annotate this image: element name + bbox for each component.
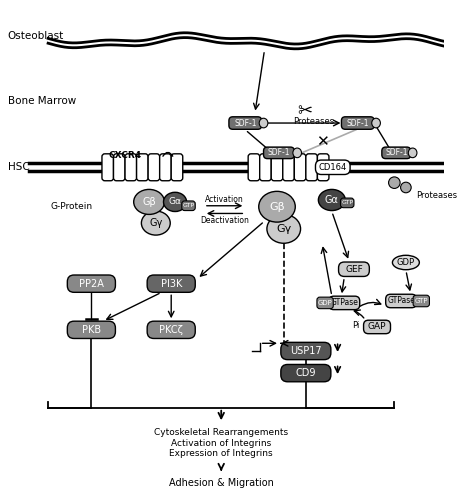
Text: Deactivation: Deactivation	[200, 216, 249, 224]
FancyBboxPatch shape	[281, 342, 331, 359]
Text: GTPase: GTPase	[387, 296, 415, 306]
Ellipse shape	[372, 118, 380, 128]
Ellipse shape	[318, 190, 345, 210]
Text: Gα: Gα	[325, 195, 339, 205]
FancyBboxPatch shape	[137, 154, 148, 180]
FancyBboxPatch shape	[386, 294, 416, 308]
FancyBboxPatch shape	[316, 160, 350, 174]
Text: Activation: Activation	[205, 194, 244, 203]
Text: Bone Marrow: Bone Marrow	[8, 96, 76, 106]
Ellipse shape	[267, 214, 301, 244]
Text: Proteases: Proteases	[416, 190, 457, 200]
FancyBboxPatch shape	[281, 364, 331, 382]
Text: Cytoskeletal Rearrangements: Cytoskeletal Rearrangements	[154, 428, 288, 437]
FancyBboxPatch shape	[102, 154, 114, 180]
FancyBboxPatch shape	[148, 154, 160, 180]
Ellipse shape	[392, 256, 419, 270]
Text: Pi: Pi	[352, 320, 359, 330]
Text: GTPase: GTPase	[330, 298, 358, 308]
FancyBboxPatch shape	[271, 154, 283, 180]
FancyBboxPatch shape	[67, 275, 116, 292]
Text: CD164: CD164	[319, 163, 347, 172]
FancyBboxPatch shape	[329, 296, 360, 310]
Ellipse shape	[408, 148, 417, 158]
Text: SDF-1: SDF-1	[385, 148, 407, 158]
Text: Gα: Gα	[169, 198, 182, 206]
Text: GTP: GTP	[182, 204, 195, 208]
Text: ✕: ✕	[316, 134, 328, 149]
Text: PI3K: PI3K	[160, 278, 182, 288]
Ellipse shape	[164, 192, 187, 212]
Text: CD9: CD9	[296, 368, 316, 378]
FancyBboxPatch shape	[413, 295, 430, 306]
Text: CXCR4: CXCR4	[109, 151, 141, 160]
FancyBboxPatch shape	[114, 154, 125, 180]
Ellipse shape	[389, 177, 400, 188]
FancyBboxPatch shape	[67, 321, 116, 338]
Text: GAP: GAP	[368, 322, 386, 332]
Text: PKCζ: PKCζ	[159, 325, 183, 335]
Ellipse shape	[141, 211, 170, 235]
Text: G-Protein: G-Protein	[50, 202, 92, 211]
FancyBboxPatch shape	[340, 198, 354, 207]
Ellipse shape	[293, 148, 302, 158]
FancyBboxPatch shape	[341, 117, 374, 130]
FancyBboxPatch shape	[229, 117, 261, 130]
FancyBboxPatch shape	[283, 154, 294, 180]
FancyBboxPatch shape	[147, 321, 195, 338]
FancyBboxPatch shape	[263, 147, 294, 158]
Ellipse shape	[259, 118, 268, 128]
Text: PKB: PKB	[82, 325, 101, 335]
Text: Adhesion & Migration: Adhesion & Migration	[169, 478, 274, 488]
Ellipse shape	[134, 190, 164, 214]
Text: Gγ: Gγ	[276, 224, 292, 234]
FancyBboxPatch shape	[260, 154, 271, 180]
Text: SDF-1: SDF-1	[267, 148, 290, 158]
Text: HSC: HSC	[8, 162, 30, 172]
Text: Proteases: Proteases	[293, 116, 334, 126]
Text: Osteoblast: Osteoblast	[8, 32, 64, 42]
Text: USP17: USP17	[290, 346, 322, 356]
Text: SDF-1: SDF-1	[234, 118, 256, 128]
Text: Gβ: Gβ	[142, 197, 156, 207]
FancyBboxPatch shape	[317, 297, 333, 308]
Text: Gβ: Gβ	[269, 202, 285, 211]
Text: ✂: ✂	[297, 102, 312, 120]
FancyBboxPatch shape	[160, 154, 171, 180]
FancyBboxPatch shape	[317, 154, 329, 180]
Text: PP2A: PP2A	[79, 278, 104, 288]
Text: GTP: GTP	[341, 200, 353, 205]
Text: Activation of Integrins: Activation of Integrins	[171, 439, 271, 448]
FancyBboxPatch shape	[125, 154, 137, 180]
FancyBboxPatch shape	[364, 320, 390, 334]
Text: Expression of Integrins: Expression of Integrins	[170, 450, 273, 458]
Text: GDP: GDP	[318, 300, 333, 306]
FancyBboxPatch shape	[182, 201, 195, 210]
FancyBboxPatch shape	[171, 154, 183, 180]
FancyBboxPatch shape	[339, 262, 369, 276]
FancyBboxPatch shape	[382, 147, 411, 158]
Ellipse shape	[259, 192, 295, 222]
Text: GDP: GDP	[397, 258, 415, 267]
FancyBboxPatch shape	[306, 154, 317, 180]
Ellipse shape	[401, 182, 411, 193]
Text: GEF: GEF	[345, 264, 363, 274]
FancyBboxPatch shape	[294, 154, 306, 180]
Text: Gγ: Gγ	[149, 218, 163, 228]
FancyBboxPatch shape	[248, 154, 260, 180]
FancyBboxPatch shape	[147, 275, 195, 292]
Text: GTP: GTP	[414, 298, 428, 304]
Text: SDF-1: SDF-1	[346, 118, 369, 128]
